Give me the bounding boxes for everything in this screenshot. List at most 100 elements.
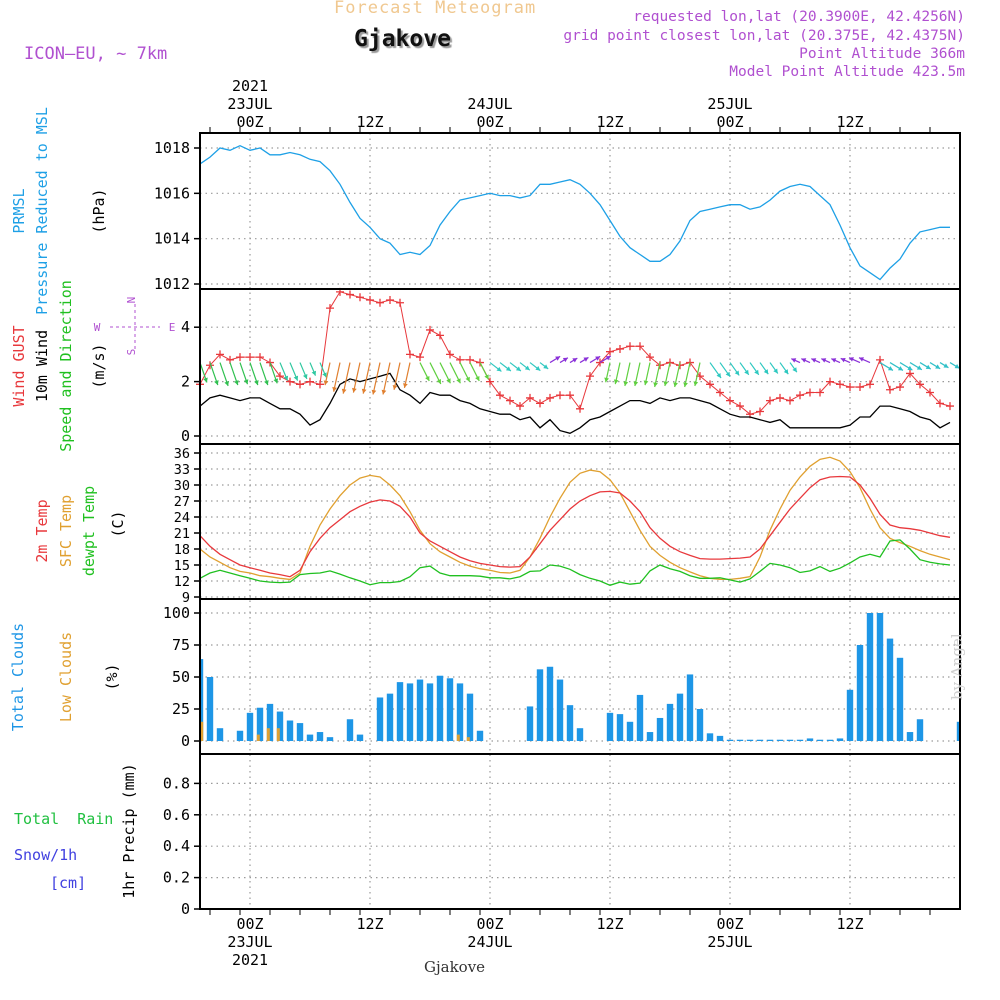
total-cloud-bar: [866, 613, 874, 741]
bottom-date-label: 25JUL: [707, 933, 752, 951]
total-cloud-bar: [206, 677, 214, 741]
wind-arrow-head: [791, 358, 797, 363]
total-cloud-bar: [756, 739, 764, 741]
total-cloud-bar: [426, 683, 434, 741]
wind-arrow: [342, 362, 351, 394]
wind-arrow: [393, 362, 401, 390]
low-cloud-bar: [266, 728, 270, 741]
wind-arrow-head: [392, 385, 398, 390]
label-wind-gust: Wind GUST: [10, 325, 28, 406]
wind-arrow-head: [716, 373, 722, 378]
total-cloud-bar: [856, 645, 864, 741]
wind-arrow-head: [821, 358, 827, 363]
gust-marker: [346, 290, 354, 299]
top-tick-label: 00Z: [476, 113, 503, 131]
gust-marker: [796, 391, 804, 400]
wind-arrow-head: [234, 380, 239, 386]
wind-arrow-head: [436, 379, 441, 385]
label-pressure-msl: Pressure Reduced to MSL: [33, 107, 51, 315]
wind-arrow-head: [465, 376, 470, 382]
wind-arrow-head: [203, 377, 208, 383]
wind-arrow-head: [653, 382, 658, 387]
total-cloud-bar: [326, 737, 334, 741]
wind-arrow-head: [725, 371, 731, 377]
top-date-label: 23JUL: [227, 95, 272, 113]
gust-marker: [486, 377, 494, 386]
wind-arrow-head: [381, 389, 387, 395]
total-cloud-bar: [396, 682, 404, 741]
wind-arrow-head: [425, 375, 430, 381]
wind-arrow-head: [214, 380, 219, 386]
total-cloud-bar: [566, 705, 574, 741]
gust-marker: [726, 396, 734, 405]
y-tick-label: 9: [182, 590, 190, 606]
gust-marker: [416, 353, 424, 362]
y-tick-label: 27: [174, 494, 190, 510]
wind-arrow-head: [623, 381, 629, 387]
wind-arrow-head: [332, 386, 337, 392]
total-cloud-bar: [636, 694, 644, 741]
wind-arrow-head: [887, 366, 893, 371]
y-tick-label: 21: [174, 526, 190, 542]
bottom-year-label: 2021: [232, 951, 268, 969]
gust-marker: [856, 383, 864, 392]
total-cloud-bar: [846, 689, 854, 741]
gust-marker: [276, 372, 284, 381]
y-tick-label: 0: [181, 427, 190, 445]
y-tick-label: 18: [174, 542, 190, 558]
top-date-label: 24JUL: [467, 95, 512, 113]
gust-marker: [936, 399, 944, 408]
gust-marker: [296, 380, 304, 389]
gust-marker: [836, 380, 844, 389]
total-cloud-bar: [736, 739, 744, 741]
label-dewpt-temp: dewpt Temp: [80, 486, 98, 576]
compass-w: W: [94, 321, 101, 334]
total-cloud-bar: [916, 719, 924, 741]
wind-arrow-head: [783, 369, 789, 375]
wind-arrow-head: [943, 363, 949, 368]
gust-marker: [826, 377, 834, 386]
gust-marker: [926, 388, 934, 397]
wind-arrow-head: [524, 365, 530, 371]
gust-marker: [916, 380, 924, 389]
gust-marker: [886, 385, 894, 394]
wind-arrow-head: [273, 378, 279, 384]
top-year-label: 2021: [232, 77, 268, 95]
y-tick-label: 1018: [154, 139, 190, 157]
total-cloud-bar: [246, 712, 254, 741]
label-10m-wind: 10m Wind: [33, 330, 51, 402]
label-snow: Snow/1h: [14, 846, 77, 864]
total-cloud-bar: [296, 723, 304, 741]
wind-arrow: [333, 362, 341, 392]
gust-marker: [566, 391, 574, 400]
total-cloud-bar: [406, 683, 414, 741]
gust-marker: [586, 372, 594, 381]
bottom-date-label: 23JUL: [227, 933, 272, 951]
wind-arrow-head: [475, 375, 480, 381]
y-tick-label: 100: [163, 604, 190, 622]
total-cloud-bar: [286, 720, 294, 741]
total-cloud-bar: [646, 732, 654, 741]
label-ms: (m/s): [90, 343, 108, 388]
wind-arrow-head: [496, 366, 502, 372]
wind-arrow-head: [543, 364, 549, 369]
gust-line: [199, 291, 951, 415]
wind-arrow-head: [264, 380, 269, 386]
gust-marker: [766, 396, 774, 405]
wind-arrow-head: [605, 356, 611, 361]
wind-arrow-head: [916, 365, 922, 370]
gust-marker: [846, 383, 854, 392]
bottom-tick-label: 00Z: [236, 915, 263, 933]
gust-marker: [386, 296, 394, 304]
y-tick-label: 30: [174, 478, 190, 494]
total-cloud-bar: [686, 674, 694, 741]
wind-arrow-head: [341, 388, 347, 394]
y-tick-label: 0: [181, 732, 190, 750]
total-cloud-bar: [201, 659, 204, 741]
wind-arrow-head: [801, 358, 807, 363]
wind-arrow-head: [403, 383, 408, 388]
y-tick-label: 1012: [154, 275, 190, 293]
wind-arrow-head: [858, 357, 864, 362]
total-cloud-bar: [386, 693, 394, 741]
total-cloud-bar: [606, 712, 614, 741]
